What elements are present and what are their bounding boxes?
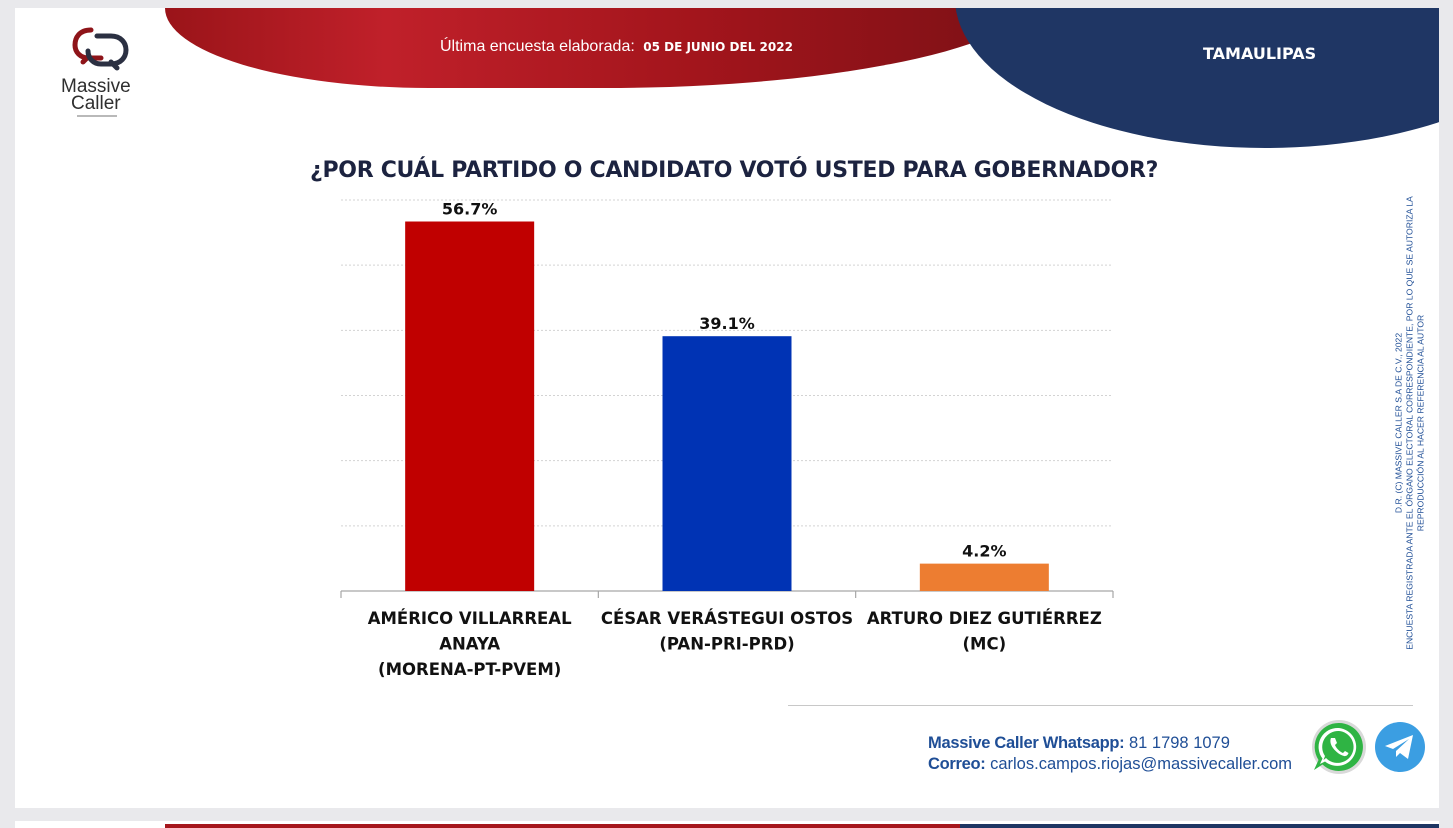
category-label-3-line-1: ARTURO DIEZ GUTIÉRREZ xyxy=(867,609,1102,628)
next-slide-edge xyxy=(15,821,1439,828)
data-label-3: 4.2% xyxy=(962,542,1006,561)
whatsapp-line: Massive Caller Whatsapp: 81 1798 1079 xyxy=(928,733,1292,754)
survey-label-text: Última encuesta elaborada: xyxy=(440,38,635,55)
category-label-1-line-2: ANAYA xyxy=(439,635,500,654)
chart-title: ¿POR CUÁL PARTIDO O CANDIDATO VOTÓ USTED… xyxy=(310,158,1159,183)
survey-label: Última encuesta elaborada: 05 DE JUNIO D… xyxy=(440,38,793,56)
copyright-line-3: REPRODUCCIÓN AL HACER REFERENCIA AL AUTO… xyxy=(1415,314,1426,532)
slide: Última encuesta elaborada: 05 DE JUNIO D… xyxy=(15,8,1439,808)
region-title: TAMAULIPAS xyxy=(1203,44,1317,63)
bar-chart: 56.7% AMÉRICO VILLARREAL ANAYA (MORENA-PT-P… xyxy=(340,199,1114,679)
logo-mark-icon xyxy=(72,27,129,71)
logo-text-caller: Caller xyxy=(71,93,121,114)
category-label-1-line-3: (MORENA-PT-PVEM) xyxy=(378,660,561,679)
category-label-3-line-2: (MC) xyxy=(963,635,1007,654)
bar-3 xyxy=(919,563,1049,591)
email-line: Correo: carlos.campos.riojas@massivecall… xyxy=(928,754,1292,775)
logo-text-massive: Massive xyxy=(61,76,131,97)
category-label-2-line-2: (PAN-PRI-PRD) xyxy=(659,635,794,654)
copyright-line-2: ENCUESTA REGISTRADA ANTE EL ÓRGANO ELECT… xyxy=(1404,196,1415,650)
survey-date: 05 DE JUNIO DEL 2022 xyxy=(643,40,793,54)
whatsapp-icon[interactable] xyxy=(1309,718,1369,778)
data-label-1: 56.7% xyxy=(442,200,498,219)
email-address[interactable]: carlos.campos.riojas@massivecaller.com xyxy=(990,755,1293,773)
bar-1 xyxy=(405,221,535,591)
whatsapp-label: Massive Caller Whatsapp: xyxy=(928,734,1125,752)
category-label-1-line-1: AMÉRICO VILLARREAL xyxy=(368,609,572,628)
whatsapp-number[interactable]: 81 1798 1079 xyxy=(1128,734,1230,752)
category-label-2-line-1: CÉSAR VERÁSTEGUI OSTOS xyxy=(601,609,853,628)
logo-tagline-mark xyxy=(77,115,117,117)
massive-caller-logo: Massive Caller xyxy=(53,22,153,117)
email-label: Correo: xyxy=(928,755,986,773)
data-label-2: 39.1% xyxy=(699,314,755,333)
bar-2 xyxy=(662,336,792,591)
contact-block: Massive Caller Whatsapp: 81 1798 1079 Co… xyxy=(928,733,1292,775)
copyright-line-1: D.R. (C) MASSIVE CALLER S.A DE C.V., 202… xyxy=(1393,332,1404,514)
telegram-icon[interactable] xyxy=(1374,721,1426,773)
footer-divider xyxy=(788,705,1413,706)
